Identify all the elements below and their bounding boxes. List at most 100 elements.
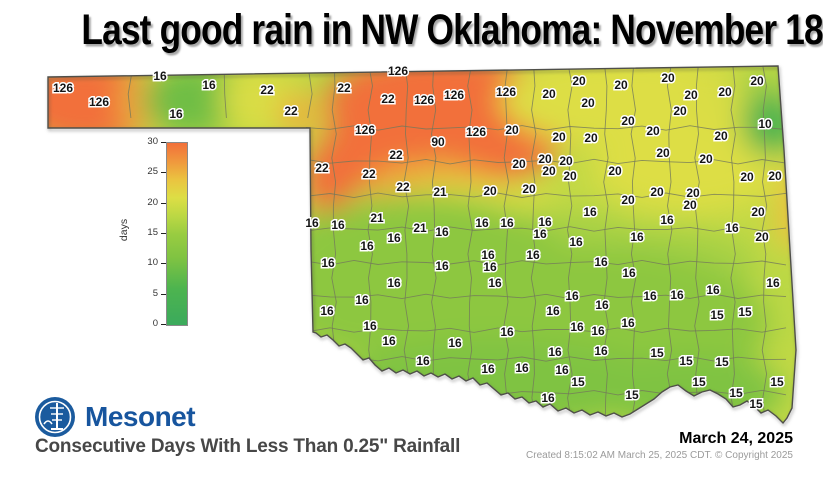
- map-value-label: 20: [755, 230, 769, 244]
- map-value-label: 20: [542, 164, 556, 178]
- map-value-label: 21: [433, 185, 447, 199]
- map-value-label: 126: [414, 93, 434, 107]
- map-value-label: 20: [684, 88, 698, 102]
- map-value-label: 15: [625, 388, 639, 402]
- map-value-label: 16: [569, 235, 583, 249]
- map-value-label: 16: [591, 324, 605, 338]
- map-value-label: 16: [320, 304, 334, 318]
- county-line: [403, 66, 410, 423]
- mesonet-logo-icon: [35, 397, 75, 437]
- map-value-label: 20: [542, 87, 556, 101]
- map-value-label: 15: [715, 355, 729, 369]
- map-value-label: 16: [630, 230, 644, 244]
- map-value-label: 16: [360, 239, 374, 253]
- map-value-label: 22: [337, 81, 351, 95]
- map-value-label: 16: [706, 283, 720, 297]
- map-value-label: 15: [571, 375, 585, 389]
- map-value-label: 126: [355, 123, 375, 137]
- map-value-label: 16: [500, 216, 514, 230]
- county-line: [305, 293, 787, 300]
- map-value-label: 16: [541, 391, 555, 405]
- map-value-label: 20: [512, 157, 526, 171]
- county-line: [666, 66, 673, 423]
- map-value-label: 20: [572, 74, 586, 88]
- county-line: [431, 66, 437, 423]
- map-value-label: 16: [483, 260, 497, 274]
- map-value-label: 20: [621, 193, 635, 207]
- map-value-label: 22: [389, 148, 403, 162]
- mesonet-logo-text: Mesonet: [85, 401, 196, 432]
- legend-axis-label: days: [118, 218, 131, 242]
- map-value-label: 15: [679, 354, 693, 368]
- county-line: [503, 66, 509, 422]
- map-value-label: 20: [673, 104, 687, 118]
- map-caption: Consecutive Days With Less Than 0.25" Ra…: [35, 436, 461, 457]
- map-value-label: 21: [413, 221, 427, 235]
- map-value-label: 16: [387, 276, 401, 290]
- map-value-label: 90: [431, 135, 445, 149]
- map-value-label: 16: [594, 255, 608, 269]
- map-value-label: 16: [526, 248, 540, 262]
- map-value-label: 16: [570, 320, 584, 334]
- map-value-label: 16: [169, 107, 183, 121]
- legend-tick-label: 25: [147, 166, 158, 178]
- map-value-label: 16: [548, 345, 562, 359]
- map-value-label: 20: [581, 96, 595, 110]
- map-value-label: 16: [321, 256, 335, 270]
- map-value-label: 16: [546, 304, 560, 318]
- county-line: [305, 226, 787, 232]
- map-fill: [48, 66, 796, 423]
- map-value-label: 15: [692, 375, 706, 389]
- county-line: [307, 69, 313, 119]
- county-boundaries: [127, 66, 787, 423]
- page-title: Last good rain in NW Oklahoma: November …: [81, 6, 823, 54]
- county-line: [603, 66, 609, 423]
- map-value-label: 16: [766, 276, 780, 290]
- map-value-label: 16: [416, 354, 430, 368]
- legend-tick-mark: [161, 263, 166, 265]
- map-value-label: 126: [496, 85, 516, 99]
- state-border: [47, 65, 797, 425]
- map-date: March 24, 2025: [679, 430, 793, 447]
- map-value-label: 20: [740, 170, 754, 184]
- map-value-label: 22: [362, 167, 376, 181]
- map-value-label: 22: [284, 104, 298, 118]
- map-value-label: 16: [488, 276, 502, 290]
- legend-tick-label: 30: [147, 136, 158, 147]
- date-block: March 24, 2025 Created 8:15:02 AM March …: [526, 430, 793, 461]
- map-value-label: 20: [661, 71, 675, 85]
- map-value-label: 16: [565, 289, 579, 303]
- map-value-label: 20: [750, 74, 764, 88]
- map-value-label: 15: [650, 346, 664, 360]
- county-line: [305, 356, 787, 362]
- map-value-label: 15: [749, 397, 763, 411]
- county-line: [467, 66, 473, 423]
- map-value-label: 16: [500, 325, 514, 339]
- county-line: [530, 66, 537, 423]
- map-value-label: 16: [448, 336, 462, 350]
- map-value-label: 20: [683, 198, 697, 212]
- legend-tick-label: 0: [152, 318, 158, 329]
- map-value-label: 20: [522, 182, 536, 196]
- map-value-label: 16: [475, 216, 489, 230]
- county-line: [305, 125, 787, 131]
- county-line: [305, 158, 787, 165]
- map-value-label: 126: [89, 95, 109, 109]
- map-value-label: 20: [538, 152, 552, 166]
- map-value-label: 20: [768, 169, 782, 183]
- county-line: [223, 69, 227, 119]
- map-value-label: 16: [538, 215, 552, 229]
- county-line: [305, 327, 787, 333]
- county-line: [761, 66, 768, 423]
- map-value-label: 20: [718, 85, 732, 99]
- map-value-label: 16: [515, 361, 529, 375]
- legend-tick-mark: [161, 142, 166, 143]
- map-value-label: 20: [650, 185, 664, 199]
- legend-gradient-bar: [166, 142, 188, 326]
- county-line: [567, 66, 573, 423]
- map-value-label: 22: [396, 180, 410, 194]
- map-value-label: 15: [710, 308, 724, 322]
- map-value-label: 16: [387, 231, 401, 245]
